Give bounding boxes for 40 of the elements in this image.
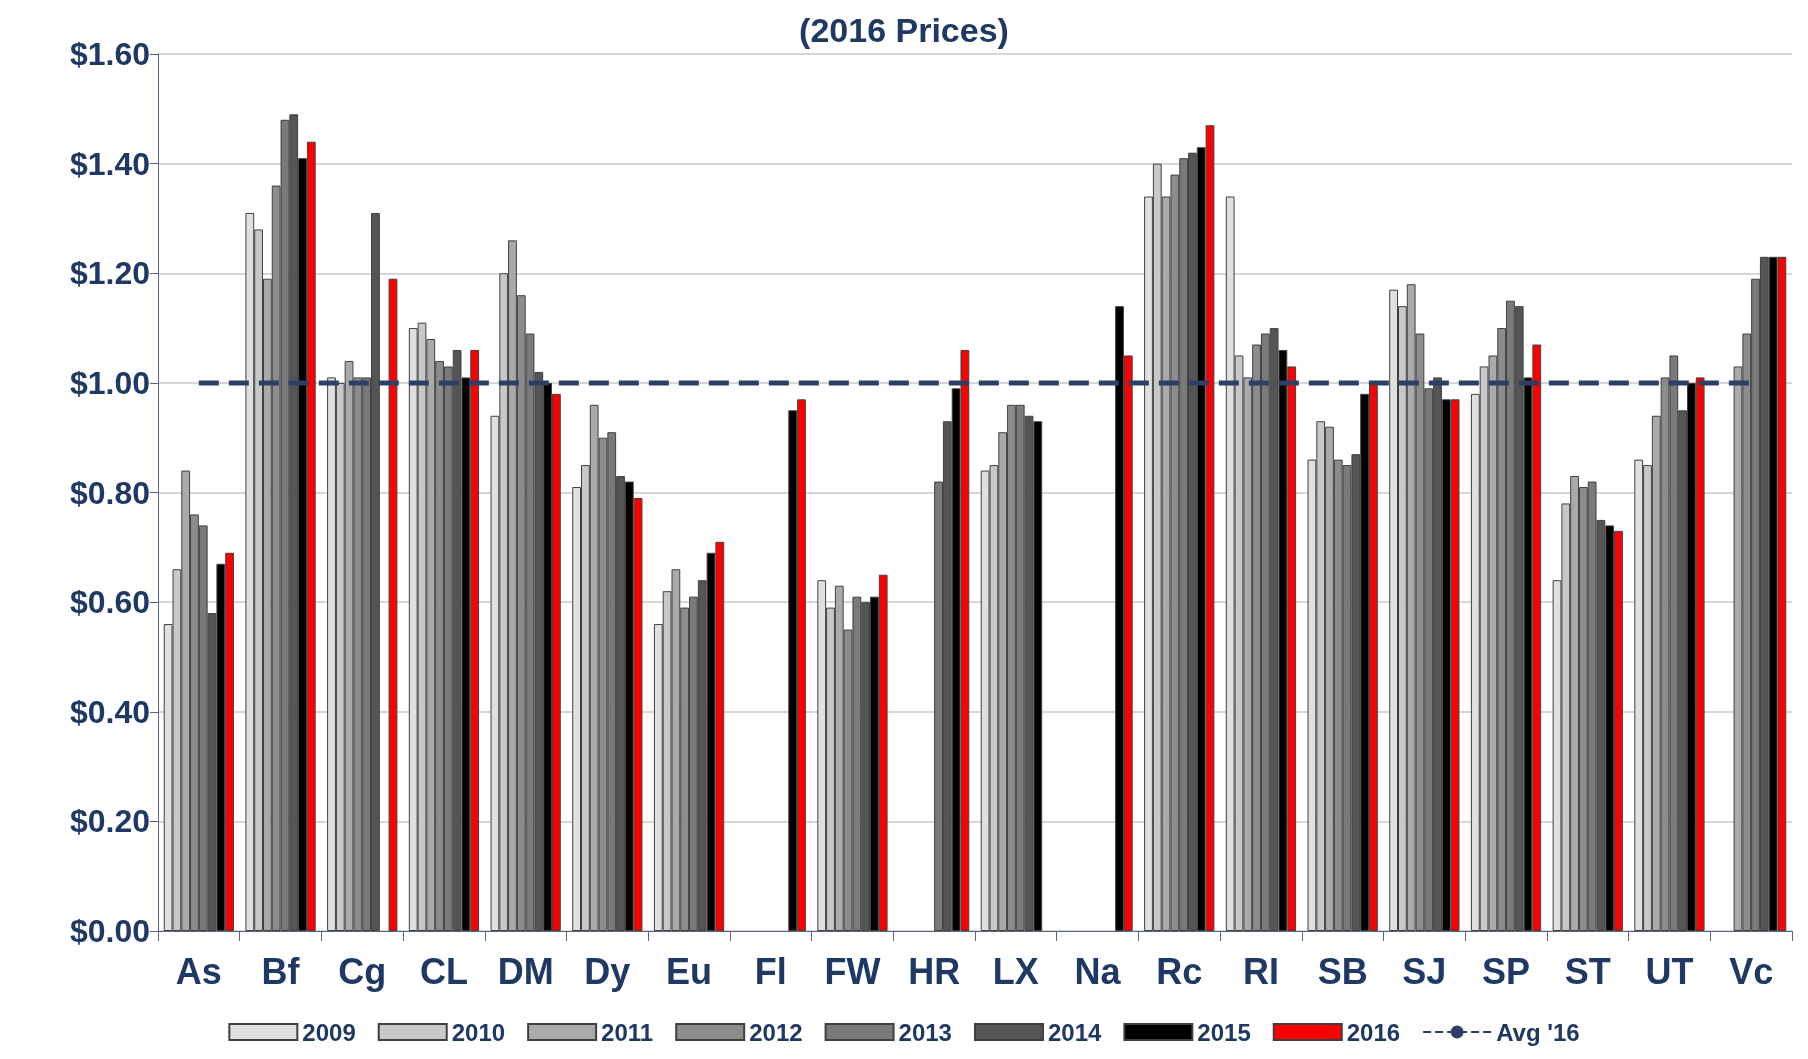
x-tick-label: CL xyxy=(419,950,468,992)
x-tick-label: As xyxy=(175,950,222,992)
y-tick-label: $0.40 xyxy=(69,693,150,730)
y-tick-label: $0.60 xyxy=(69,584,150,621)
x-tick-label: UT xyxy=(1645,950,1694,992)
chart-title: (2016 Prices) xyxy=(799,11,1009,49)
y-tick-label: $0.80 xyxy=(69,474,150,511)
x-tick-label: Dy xyxy=(584,950,631,992)
x-tick-label: DM xyxy=(497,950,554,992)
x-tick-label: Fl xyxy=(754,950,787,992)
y-tick-label: $1.20 xyxy=(69,255,150,292)
legend-label: 2016 xyxy=(1346,1018,1401,1046)
legend-label: 2011 xyxy=(601,1018,654,1046)
x-tick-label: FW xyxy=(824,950,881,992)
x-tick-label: SP xyxy=(1482,950,1531,992)
x-tick-label: RI xyxy=(1242,950,1279,992)
legend-label: 2010 xyxy=(451,1018,506,1046)
x-tick-label: Cg xyxy=(338,950,387,992)
x-tick-label: SB xyxy=(1317,950,1368,992)
x-tick-label: Na xyxy=(1074,950,1122,992)
legend-label: Avg '16 xyxy=(1496,1018,1580,1046)
legend-label: 2009 xyxy=(302,1018,356,1046)
legend-label: 2012 xyxy=(749,1018,803,1046)
x-tick-label: Bf xyxy=(261,950,301,992)
legend-label: 2014 xyxy=(1047,1018,1103,1046)
y-tick-label: $0.20 xyxy=(69,803,150,840)
x-tick-label: LX xyxy=(992,950,1039,992)
x-tick-label: Vc xyxy=(1729,950,1774,992)
legend-label: 2015 xyxy=(1197,1018,1251,1046)
x-tick-label: ST xyxy=(1564,950,1611,992)
y-tick-label: $1.40 xyxy=(69,145,150,182)
y-tick-label: $1.00 xyxy=(69,364,150,401)
x-tick-label: HR xyxy=(908,950,961,992)
legend-label: 2013 xyxy=(898,1018,952,1046)
y-tick-label: $1.60 xyxy=(69,36,150,72)
bar xyxy=(388,278,398,931)
y-tick-label: $0.00 xyxy=(69,913,150,949)
x-tick-label: SJ xyxy=(1402,950,1447,992)
x-tick-label: Rc xyxy=(1156,950,1203,992)
x-tick-label: Eu xyxy=(666,950,713,992)
